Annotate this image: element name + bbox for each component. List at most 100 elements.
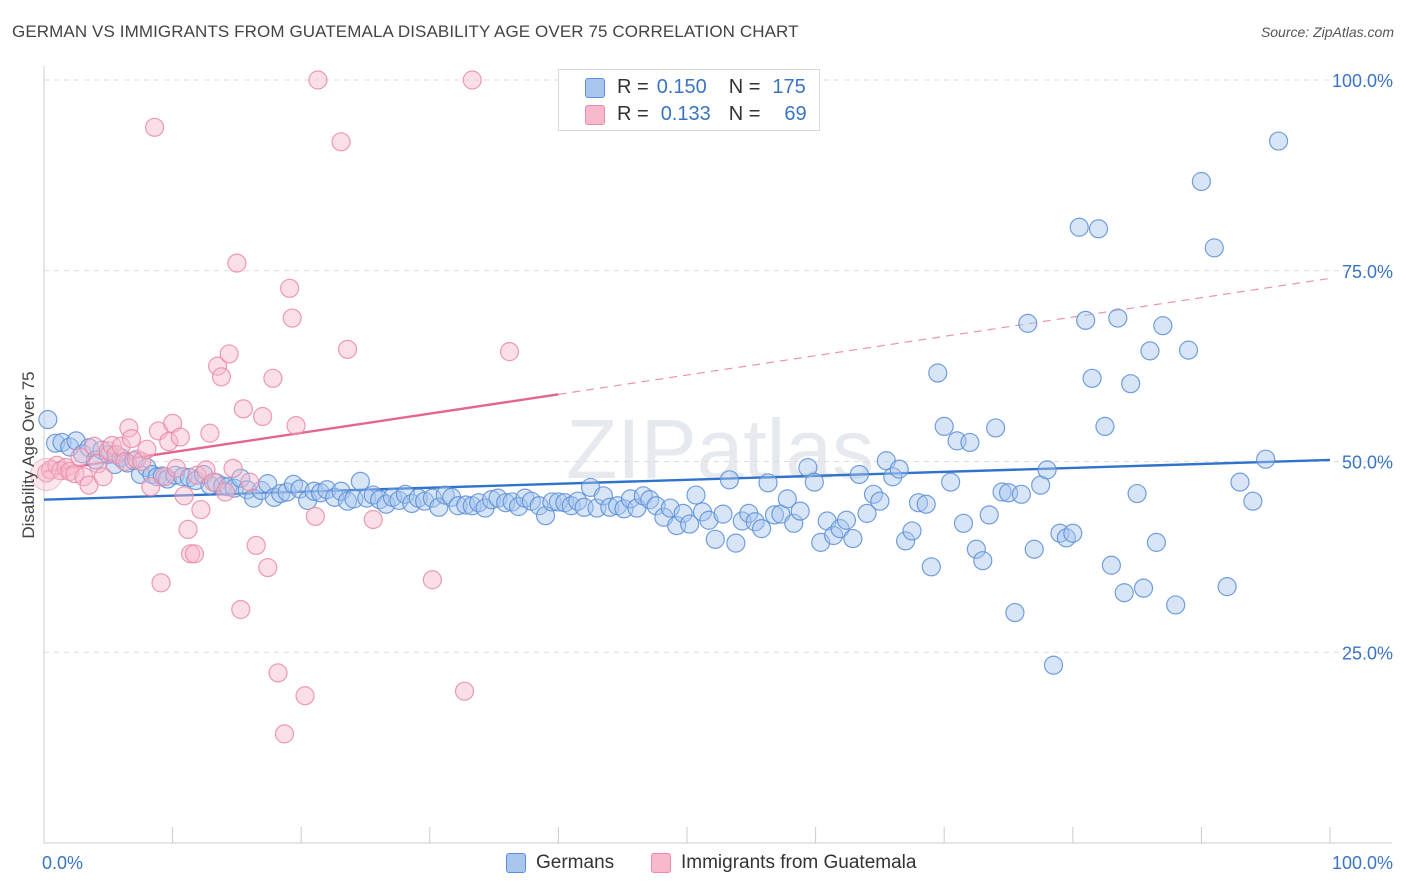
point-germans	[1024, 539, 1044, 559]
point-germans	[415, 491, 435, 511]
point-germans	[857, 503, 877, 523]
legend-n-label: N =	[728, 76, 761, 98]
point-guatemala	[196, 460, 216, 480]
point-germans	[646, 496, 666, 516]
point-guatemala	[286, 416, 306, 436]
point-germans	[896, 531, 916, 551]
point-germans	[481, 490, 502, 510]
point-guatemala	[166, 458, 187, 478]
point-guatemala	[70, 447, 90, 467]
point-germans	[529, 496, 549, 516]
legend-item-germans: Germans	[506, 852, 614, 874]
point-germans	[1018, 313, 1038, 333]
point-germans	[986, 418, 1006, 438]
point-germans	[979, 505, 999, 525]
point-guatemala	[144, 117, 165, 137]
point-guatemala	[200, 423, 220, 443]
point-germans	[1140, 341, 1160, 361]
point-germans	[1043, 655, 1064, 675]
legend-n-value: 69	[784, 103, 807, 125]
point-germans	[350, 471, 370, 491]
point-germans	[448, 496, 468, 516]
point-guatemala	[268, 663, 288, 683]
legend-row-guatemala: R = 0.133 N = 69	[585, 103, 807, 126]
point-germans	[1011, 484, 1031, 504]
point-guatemala	[184, 544, 205, 564]
data-points	[30, 70, 1289, 744]
chart-title: GERMAN VS IMMIGRANTS FROM GUATEMALA DISA…	[12, 22, 799, 41]
point-germans	[600, 497, 620, 517]
point-germans	[1101, 555, 1121, 575]
point-germans	[429, 497, 449, 517]
gridlines	[44, 79, 1392, 653]
point-guatemala	[111, 436, 131, 456]
point-guatemala	[263, 368, 283, 388]
point-germans	[1076, 310, 1096, 330]
point-germans	[1166, 595, 1186, 615]
point-guatemala	[79, 475, 99, 495]
point-germans	[713, 504, 733, 524]
point-germans	[992, 482, 1012, 502]
point-guatemala	[159, 432, 179, 452]
point-germans	[1178, 340, 1199, 360]
point-germans	[1114, 583, 1134, 603]
point-germans	[758, 473, 778, 493]
point-guatemala	[191, 499, 211, 520]
point-guatemala	[295, 686, 315, 706]
point-germans	[921, 557, 941, 577]
point-guatemala	[227, 253, 247, 273]
y-tick-label: 50.0%	[1342, 453, 1393, 473]
point-germans	[45, 433, 66, 453]
point-germans	[165, 465, 185, 485]
point-guatemala	[246, 535, 266, 556]
point-guatemala	[308, 70, 328, 90]
point-germans	[1133, 578, 1154, 598]
trendline-germans	[43, 458, 1331, 501]
point-germans	[902, 521, 922, 541]
trendline-guatemala-extension	[558, 277, 1331, 395]
point-guatemala	[337, 339, 358, 359]
point-germans	[1037, 460, 1057, 480]
point-guatemala	[231, 599, 251, 620]
x-tick-label: 0.0%	[42, 853, 83, 873]
point-germans	[1268, 131, 1289, 151]
axes	[43, 66, 1392, 844]
legend-swatch-germans	[506, 853, 526, 873]
point-germans	[673, 503, 693, 523]
point-guatemala	[141, 477, 161, 497]
point-guatemala	[363, 509, 383, 530]
point-germans	[679, 514, 700, 534]
point-guatemala	[223, 458, 243, 478]
point-germans	[849, 464, 869, 485]
legend-swatch-guatemala	[651, 853, 671, 873]
point-germans	[244, 488, 264, 508]
point-germans	[966, 539, 986, 559]
point-germans	[1153, 316, 1173, 336]
point-germans	[908, 493, 929, 513]
point-guatemala	[331, 132, 351, 152]
point-guatemala	[170, 427, 190, 447]
point-guatemala	[274, 724, 295, 744]
point-guatemala	[258, 557, 278, 578]
point-germans	[593, 486, 614, 506]
point-germans	[1069, 217, 1089, 237]
point-germans	[751, 519, 772, 539]
point-germans	[889, 459, 909, 479]
point-germans	[317, 480, 337, 500]
point-germans	[804, 472, 824, 492]
point-germans	[953, 513, 974, 533]
point-germans	[686, 485, 706, 505]
point-germans	[764, 505, 785, 525]
point-guatemala	[240, 472, 260, 492]
point-germans	[836, 510, 857, 530]
y-axis-label: Disability Age Over 75	[19, 371, 38, 538]
y-tick-label: 100.0%	[1332, 71, 1393, 91]
point-guatemala	[174, 486, 194, 506]
point-germans	[790, 501, 810, 521]
point-germans	[726, 533, 746, 553]
legend-r-value: 0.150	[656, 76, 707, 98]
point-germans	[916, 494, 936, 514]
legend-n-value: 175	[772, 76, 806, 98]
point-germans	[38, 409, 58, 430]
y-tick-label: 75.0%	[1342, 262, 1393, 282]
